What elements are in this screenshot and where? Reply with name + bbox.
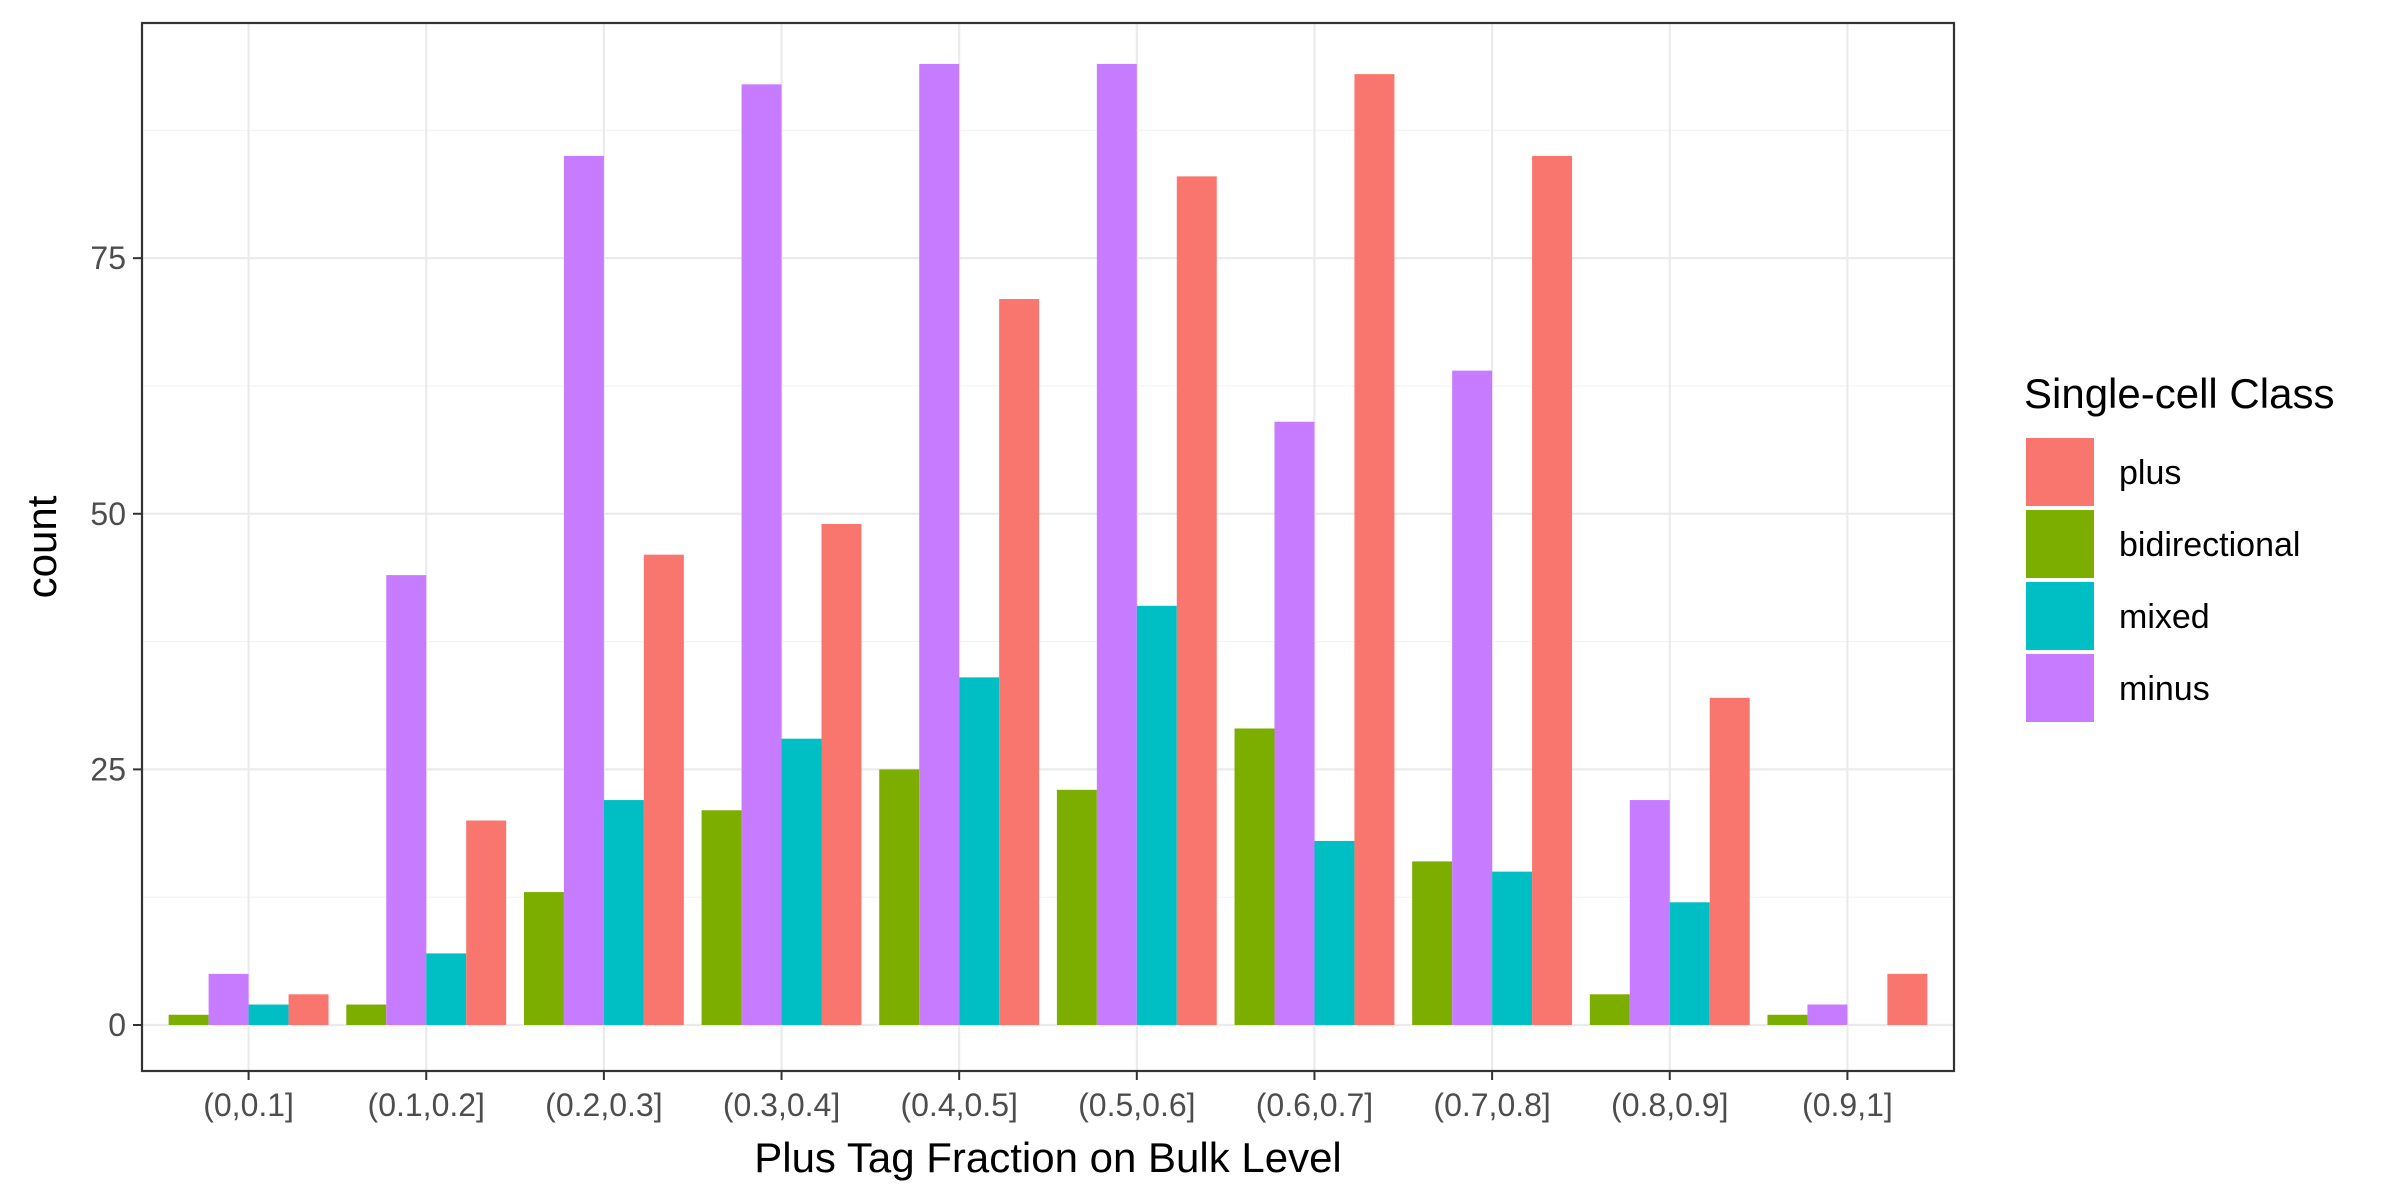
bar-bidirectional (879, 769, 920, 1025)
legend-swatch-bidirectional (2026, 510, 2094, 578)
bar-bidirectional (168, 1014, 209, 1025)
bar-plus (643, 554, 684, 1025)
bar-mixed (781, 738, 822, 1025)
x-axis: (0,0.1] (0.1,0.2] (0.2,0.3] (0.3,0.4] (0.4,0… (203, 1071, 1893, 1123)
x-tick-label: (0.6,0.7] (1256, 1087, 1373, 1123)
bar-mixed (1136, 605, 1177, 1025)
x-tick-label: (0.3,0.4] (723, 1087, 840, 1123)
bar-mixed (959, 677, 1000, 1025)
bar-mixed (426, 953, 467, 1025)
bar-bidirectional (346, 1004, 387, 1025)
legend: Single-cell Class plus bidirectional mixed… (2024, 370, 2334, 722)
bar-plus (1532, 155, 1573, 1025)
bars (168, 63, 1928, 1025)
bar-minus (1452, 370, 1493, 1025)
legend-label-plus: plus (2119, 454, 2181, 492)
x-axis-title: Plus Tag Fraction on Bulk Level (754, 1134, 1342, 1181)
bar-minus (1807, 1004, 1848, 1025)
bar-bidirectional (1767, 1014, 1808, 1025)
bar-mixed (1669, 902, 1710, 1025)
x-tick-label: (0.5,0.6] (1078, 1087, 1195, 1123)
x-tick-label: (0.4,0.5] (900, 1087, 1017, 1123)
bar-minus (563, 155, 604, 1025)
bar-minus (741, 84, 782, 1025)
bar-minus (1274, 421, 1315, 1025)
bar-bidirectional (523, 892, 564, 1025)
legend-swatch-plus (2026, 438, 2094, 506)
bar-plus (821, 523, 862, 1025)
x-tick-label: (0.9,1] (1802, 1087, 1893, 1123)
panel-border (140, 21, 1956, 1073)
x-tick-label: (0.7,0.8] (1433, 1087, 1550, 1123)
legend-title: Single-cell Class (2024, 370, 2334, 417)
x-tick-label: (0.8,0.9] (1611, 1087, 1728, 1123)
bar-plus (1176, 176, 1217, 1025)
legend-items: plus bidirectional mixed minus (2026, 438, 2300, 722)
bar-minus (919, 63, 960, 1025)
y-tick-label: 0 (108, 1007, 126, 1043)
bar-minus (1629, 800, 1670, 1025)
legend-swatch-mixed (2026, 582, 2094, 650)
bar-bidirectional (1234, 728, 1275, 1025)
bar-plus (1354, 74, 1395, 1025)
bar-plus (999, 299, 1040, 1025)
bar-mixed (248, 1004, 289, 1025)
x-tick-label: (0,0.1] (203, 1087, 294, 1123)
bar-minus (386, 575, 427, 1025)
x-tick-label: (0.2,0.3] (545, 1087, 662, 1123)
legend-label-bidirectional: bidirectional (2119, 526, 2300, 564)
bar-plus (1709, 697, 1750, 1025)
y-tick-label: 75 (90, 240, 126, 276)
bar-minus (1096, 63, 1137, 1025)
y-tick-label: 50 (90, 496, 126, 532)
bar-bidirectional (1412, 861, 1453, 1025)
legend-label-mixed: mixed (2119, 598, 2210, 636)
bar-mixed (1492, 871, 1533, 1025)
bar-mixed (603, 800, 644, 1025)
bar-bidirectional (701, 810, 742, 1025)
bar-minus (208, 973, 249, 1025)
legend-swatch-minus (2026, 654, 2094, 722)
bar-plus (466, 820, 507, 1025)
x-tick-label: (0.1,0.2] (368, 1087, 485, 1123)
y-tick-label: 25 (90, 751, 126, 787)
bar-bidirectional (1056, 789, 1097, 1025)
legend-label-minus: minus (2119, 670, 2210, 708)
bar-plus (1887, 973, 1928, 1025)
bar-mixed (1314, 840, 1355, 1025)
y-axis-title: count (18, 495, 65, 598)
bar-plus (288, 994, 329, 1025)
bar-bidirectional (1589, 994, 1630, 1025)
y-axis: 0 25 50 75 (90, 240, 142, 1043)
